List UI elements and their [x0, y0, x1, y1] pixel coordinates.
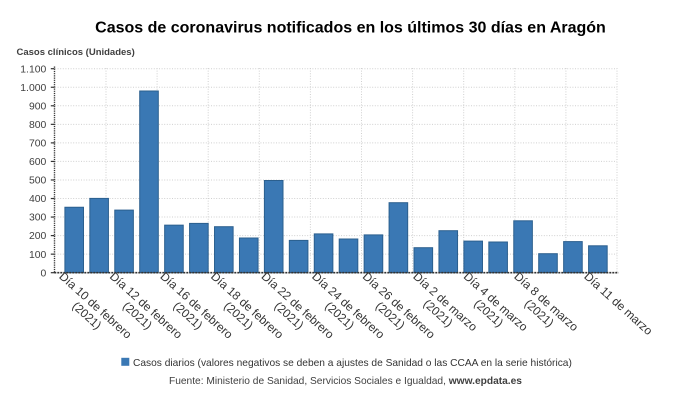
svg-text:Fuente: Ministerio de Sanidad,: Fuente: Ministerio de Sanidad, Servicios…: [169, 376, 522, 387]
svg-text:1.000: 1.000: [20, 83, 46, 94]
svg-text:600: 600: [29, 157, 47, 168]
svg-text:Casos diarios (valores negativ: Casos diarios (valores negativos se debe…: [133, 358, 572, 369]
svg-text:0: 0: [41, 268, 47, 279]
svg-text:Casos de coronavirus notificad: Casos de coronavirus notificados en los …: [95, 20, 606, 37]
svg-text:200: 200: [29, 231, 47, 242]
svg-text:700: 700: [29, 138, 47, 149]
svg-text:100: 100: [29, 250, 47, 261]
svg-text:500: 500: [29, 176, 47, 187]
svg-text:400: 400: [29, 194, 47, 205]
svg-text:300: 300: [29, 213, 47, 224]
svg-text:900: 900: [29, 101, 47, 112]
svg-text:Casos clínicos (Unidades): Casos clínicos (Unidades): [17, 47, 135, 58]
svg-text:800: 800: [29, 120, 47, 131]
svg-text:1.100: 1.100: [20, 64, 46, 75]
